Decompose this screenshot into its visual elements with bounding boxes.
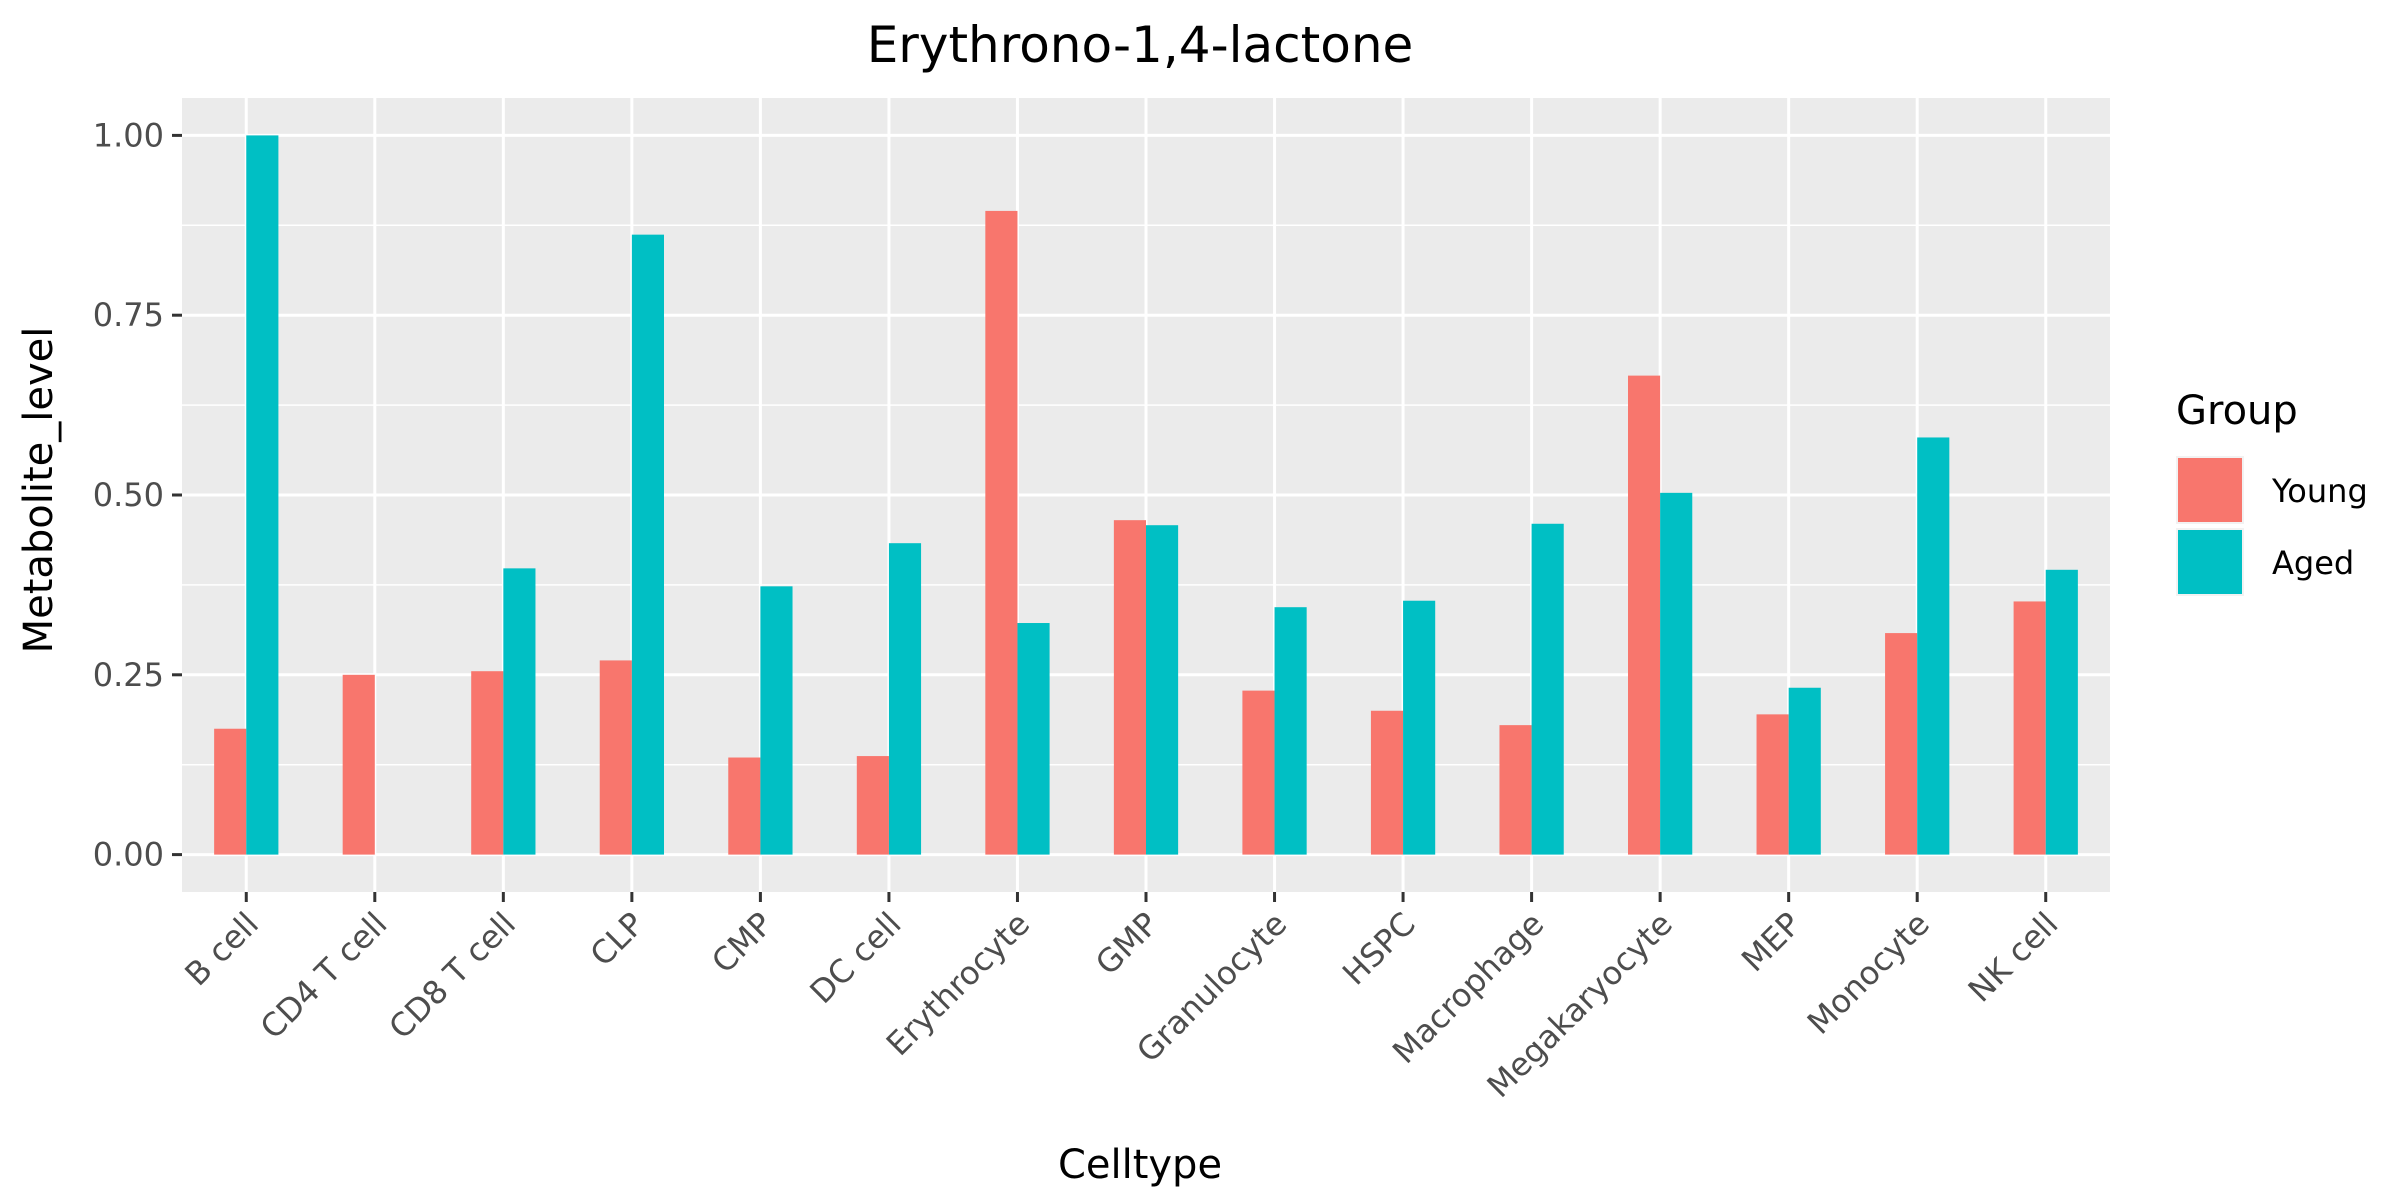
bar-young-gmp	[1113, 520, 1146, 855]
bars	[214, 135, 2078, 855]
x-tick-label: CD4 T cell	[253, 905, 395, 1047]
bar-aged-mep	[1788, 687, 1821, 855]
bar-aged-erythrocyte	[1017, 623, 1050, 855]
bar-young-cd4-t-cell	[342, 674, 375, 855]
bar-young-dc-cell	[856, 756, 889, 855]
x-tick-label: CD8 T cell	[381, 905, 523, 1047]
y-tick-label: 1.00	[93, 116, 164, 154]
bar-aged-clp	[631, 234, 664, 855]
bar-aged-macrophage	[1531, 523, 1564, 855]
bar-aged-cd8-t-cell	[503, 568, 536, 855]
x-tick-label: DC cell	[802, 905, 908, 1011]
legend-key-aged	[2178, 530, 2242, 594]
bar-young-hspc	[1370, 710, 1404, 855]
bar-young-mep	[1756, 714, 1789, 855]
bar-aged-gmp	[1146, 525, 1179, 855]
bar-aged-hspc	[1403, 600, 1436, 855]
y-tick-label: 0.50	[93, 476, 164, 514]
bar-young-clp	[599, 660, 632, 855]
bar-young-b-cell	[214, 728, 247, 855]
y-tick-label: 0.25	[93, 656, 164, 694]
y-tick-label: 0.75	[93, 296, 164, 334]
bar-young-nk-cell	[2013, 601, 2046, 855]
bar-young-granulocyte	[1242, 690, 1275, 855]
bar-young-cd8-t-cell	[471, 671, 504, 855]
legend-label-young: Young	[2271, 472, 2368, 510]
bar-aged-b-cell	[246, 135, 279, 855]
bar-aged-cmp	[760, 586, 793, 855]
bar-young-monocyte	[1885, 633, 1918, 855]
bar-aged-nk-cell	[2045, 569, 2078, 855]
bar-young-megakaryocyte	[1628, 375, 1661, 855]
bar-aged-megakaryocyte	[1660, 492, 1693, 855]
legend: Group Young Aged	[2176, 388, 2368, 596]
x-tick-label: CMP	[704, 905, 780, 981]
legend-label-aged: Aged	[2272, 544, 2354, 582]
x-axis-title: Celltype	[1058, 1142, 1222, 1188]
bar-aged-dc-cell	[888, 543, 922, 855]
legend-items: Young Aged	[2176, 456, 2368, 596]
bar-young-erythrocyte	[985, 210, 1018, 855]
bar-aged-monocyte	[1917, 437, 1950, 855]
legend-title: Group	[2176, 388, 2298, 434]
y-axis-title: Metabolite_level	[16, 327, 62, 654]
x-tick-label: HSPC	[1335, 905, 1423, 993]
x-tick-label: NK cell	[1961, 905, 2066, 1010]
bar-young-cmp	[728, 757, 761, 855]
x-tick-label: CLP	[583, 905, 652, 974]
chart-title: Erythrono-1,4-lactone	[867, 16, 1414, 74]
x-tick-label: MEP	[1734, 905, 1808, 979]
y-tick-label: 0.00	[93, 836, 164, 874]
x-tick-label: GMP	[1088, 905, 1166, 983]
x-tick-label: Monocyte	[1800, 905, 1937, 1042]
x-tick-label: B cell	[177, 905, 266, 994]
legend-key-young	[2178, 458, 2242, 522]
bar-young-macrophage	[1499, 725, 1532, 855]
bar-aged-granulocyte	[1274, 607, 1307, 855]
